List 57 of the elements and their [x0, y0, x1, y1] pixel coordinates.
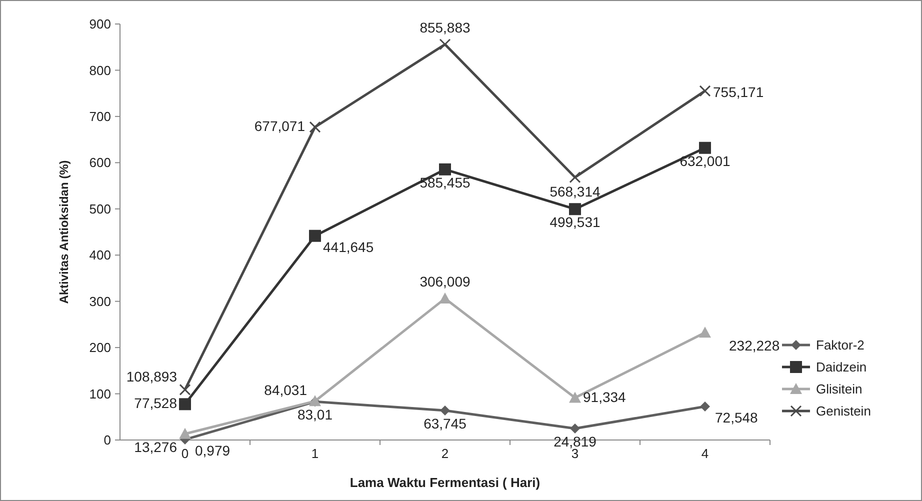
data-label: 441,645 — [323, 238, 374, 255]
data-label: 632,001 — [680, 152, 731, 169]
data-label: 83,01 — [297, 406, 333, 423]
y-tick-label: 0 — [104, 432, 111, 448]
data-label: 568,314 — [550, 183, 601, 200]
data-label: 108,893 — [126, 368, 178, 385]
y-tick-label: 200 — [89, 340, 111, 356]
point — [179, 398, 191, 410]
data-label: 499,531 — [550, 214, 601, 230]
legend-label: Genistein — [816, 404, 871, 419]
point — [439, 292, 451, 304]
y-axis-title: Aktivitas Antioksidan (%) — [57, 160, 71, 304]
data-label: 855,883 — [420, 19, 471, 36]
legend-label: Glisitein — [816, 382, 862, 397]
y-tick-label: 300 — [89, 294, 111, 309]
point — [569, 172, 581, 184]
data-label: 306,009 — [420, 274, 471, 290]
point — [309, 230, 321, 242]
point — [699, 85, 711, 97]
data-label: 0,979 — [195, 442, 230, 459]
data-label: 91,334 — [583, 388, 626, 405]
point — [179, 384, 191, 396]
x-tick-label: 1 — [311, 446, 319, 461]
point — [699, 142, 711, 154]
point — [700, 401, 710, 412]
point — [569, 203, 581, 216]
y-tick-label: 800 — [89, 62, 111, 78]
data-label: 755,171 — [713, 84, 764, 100]
point — [309, 121, 321, 133]
y-tick-label: 600 — [89, 155, 111, 170]
x-axis-title: Lama Waktu Fermentasi ( Hari) — [350, 475, 540, 490]
x-tick-label: 0 — [181, 446, 189, 461]
x-tick-label: 2 — [441, 446, 449, 461]
point — [569, 392, 581, 403]
y-tick-label: 100 — [89, 386, 111, 402]
data-label: 232,228 — [729, 338, 780, 354]
data-label: 72,548 — [715, 409, 758, 426]
data-label: 585,455 — [420, 174, 471, 190]
point — [440, 406, 450, 416]
data-label: 677,071 — [254, 118, 306, 134]
legend-label: Daidzein — [816, 360, 867, 375]
y-tick-label: 700 — [89, 108, 111, 124]
data-label: 84,031 — [264, 382, 308, 398]
y-tick-label: 500 — [89, 201, 111, 216]
data-label: 24,819 — [554, 434, 597, 450]
point — [439, 38, 451, 50]
y-tick-label: 400 — [89, 248, 111, 263]
data-label: 13,276 — [134, 438, 178, 455]
legend-label: Faktor-2 — [816, 338, 864, 353]
point — [439, 163, 451, 176]
data-label: 63,745 — [424, 416, 467, 432]
data-label: 77,528 — [134, 395, 178, 412]
y-tick-label: 900 — [89, 16, 111, 32]
point — [699, 326, 711, 338]
point — [179, 428, 191, 439]
x-tick-label: 4 — [701, 446, 709, 461]
point — [570, 424, 580, 434]
